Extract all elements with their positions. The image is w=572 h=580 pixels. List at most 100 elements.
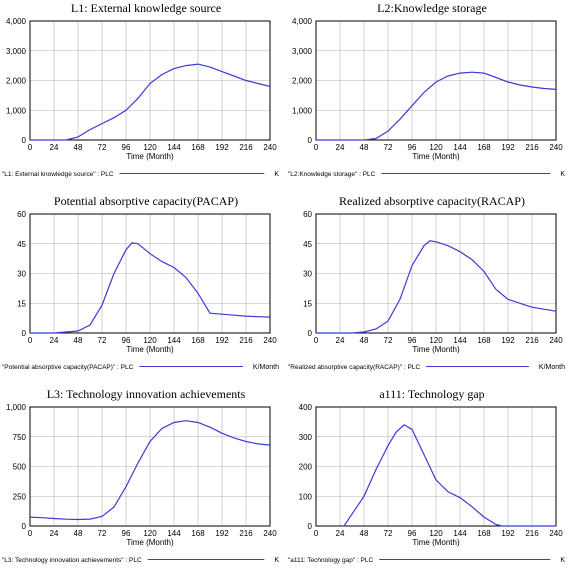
y-tick-label: 0 <box>308 522 313 531</box>
y-tick-label: 200 <box>299 463 313 472</box>
chart-title: L1: External knowledge source <box>71 1 221 15</box>
x-tick-label: 240 <box>549 529 563 538</box>
y-tick-label: 1,000 <box>6 403 27 412</box>
x-tick-label: 192 <box>501 143 515 152</box>
x-tick-label: 96 <box>408 336 417 345</box>
legend-unit: K <box>274 557 279 564</box>
x-tick-label: 120 <box>143 143 157 152</box>
y-tick-label: 750 <box>13 433 27 442</box>
y-tick-label: 45 <box>303 240 312 249</box>
chart-title: Potential absorptive capacity(PACAP) <box>54 194 238 208</box>
x-tick-label: 120 <box>429 143 443 152</box>
x-tick-label: 48 <box>74 336 83 345</box>
legend-label: "L2:Knowledge storage" : PLC <box>288 171 376 178</box>
x-tick-label: 216 <box>525 529 539 538</box>
plot-frame <box>29 20 271 141</box>
x-tick-label: 192 <box>501 529 515 538</box>
x-tick-label: 168 <box>477 529 491 538</box>
x-tick-label: 144 <box>167 143 181 152</box>
x-tick-label: 0 <box>314 529 319 538</box>
legend-label: "Realized absorptive capacity(RACAP)" : … <box>288 364 420 371</box>
y-tick-label: 1,000 <box>6 106 27 115</box>
y-tick-label: 500 <box>13 463 27 472</box>
x-axis-label: Time (Month) <box>126 538 174 547</box>
x-axis-label: Time (Month) <box>412 538 460 547</box>
legend-label: "L3: Technology innovation achievements"… <box>2 557 142 564</box>
x-tick-label: 24 <box>336 143 345 152</box>
legend-unit: K/Month <box>253 364 279 371</box>
x-tick-label: 192 <box>215 336 229 345</box>
legend-unit: K <box>560 557 565 564</box>
chart-l1: L1: External knowledge source 0 1,000 2,000… <box>2 1 279 178</box>
x-tick-label: 96 <box>122 336 131 345</box>
x-tick-label: 0 <box>28 529 33 538</box>
x-tick-label: 48 <box>360 143 369 152</box>
chart-panel-pacap: Potential absorptive capacity(PACAP) 0 15 3… <box>0 193 286 386</box>
plot-frame <box>315 20 557 141</box>
chart-panel-racap: Realized absorptive capacity(RACAP) 0 15 30… <box>286 193 572 386</box>
x-tick-label: 216 <box>239 529 253 538</box>
x-tick-label: 24 <box>50 336 59 345</box>
x-tick-label: 96 <box>122 529 131 538</box>
x-tick-label: 120 <box>429 529 443 538</box>
legend-unit: K <box>274 171 279 178</box>
y-tick-label: 0 <box>22 136 27 145</box>
x-tick-label: 168 <box>477 336 491 345</box>
x-tick-label: 240 <box>549 336 563 345</box>
y-tick-label: 4,000 <box>6 17 27 26</box>
x-tick-label: 96 <box>408 143 417 152</box>
x-tick-label: 48 <box>360 529 369 538</box>
y-tick-label: 4,000 <box>292 17 313 26</box>
x-tick-label: 144 <box>167 336 181 345</box>
x-tick-label: 144 <box>453 336 467 345</box>
chart-title: L3: Technology innovation achievements <box>47 387 246 401</box>
x-axis-label: Time (Month) <box>412 152 460 161</box>
x-tick-label: 144 <box>167 529 181 538</box>
chart-title: a111: Technology gap <box>379 387 484 401</box>
x-tick-label: 168 <box>191 336 205 345</box>
chart-panel-l3: L3: Technology innovation achievements 0 2… <box>0 386 286 579</box>
x-tick-label: 0 <box>314 336 319 345</box>
y-tick-label: 30 <box>303 270 312 279</box>
x-tick-label: 96 <box>122 143 131 152</box>
x-tick-label: 72 <box>384 529 393 538</box>
x-tick-label: 24 <box>50 143 59 152</box>
x-tick-label: 144 <box>453 143 467 152</box>
y-tick-label: 0 <box>22 329 27 338</box>
y-tick-label: 45 <box>17 240 26 249</box>
chart-panel-l2: L2:Knowledge storage 0 1,000 2,000 3,000 4,00… <box>286 0 572 193</box>
x-axis-label: Time (Month) <box>126 345 174 354</box>
y-tick-label: 3,000 <box>6 47 27 56</box>
y-tick-label: 3,000 <box>292 47 313 56</box>
x-tick-label: 96 <box>408 529 417 538</box>
x-tick-label: 168 <box>191 529 205 538</box>
y-tick-label: 30 <box>17 270 26 279</box>
x-tick-label: 24 <box>336 529 345 538</box>
chart-pacap: Potential absorptive capacity(PACAP) 0 15 3… <box>2 194 279 371</box>
plot-frame <box>29 213 271 334</box>
x-tick-label: 240 <box>263 143 277 152</box>
legend-label: "Potential absorptive capacity(PACAP)" :… <box>2 364 134 371</box>
x-tick-label: 0 <box>314 143 319 152</box>
series-line <box>30 242 270 334</box>
x-tick-label: 240 <box>263 336 277 345</box>
x-axis-label: Time (Month) <box>412 345 460 354</box>
y-tick-label: 300 <box>299 433 313 442</box>
series-line <box>30 420 270 521</box>
x-tick-label: 216 <box>525 336 539 345</box>
x-tick-label: 48 <box>74 529 83 538</box>
x-tick-label: 48 <box>74 143 83 152</box>
x-tick-label: 240 <box>263 529 277 538</box>
y-tick-label: 250 <box>13 492 27 501</box>
x-tick-label: 120 <box>143 529 157 538</box>
x-tick-label: 168 <box>191 143 205 152</box>
y-tick-label: 100 <box>299 492 313 501</box>
plot-frame <box>315 213 557 334</box>
x-tick-label: 0 <box>28 336 33 345</box>
y-tick-label: 15 <box>303 299 312 308</box>
x-tick-label: 24 <box>50 529 59 538</box>
x-tick-label: 192 <box>215 143 229 152</box>
series-line <box>343 424 556 527</box>
chart-gap: a111: Technology gap 0 100 200 300 400 0 24 48 72… <box>288 387 565 564</box>
x-tick-label: 216 <box>525 143 539 152</box>
